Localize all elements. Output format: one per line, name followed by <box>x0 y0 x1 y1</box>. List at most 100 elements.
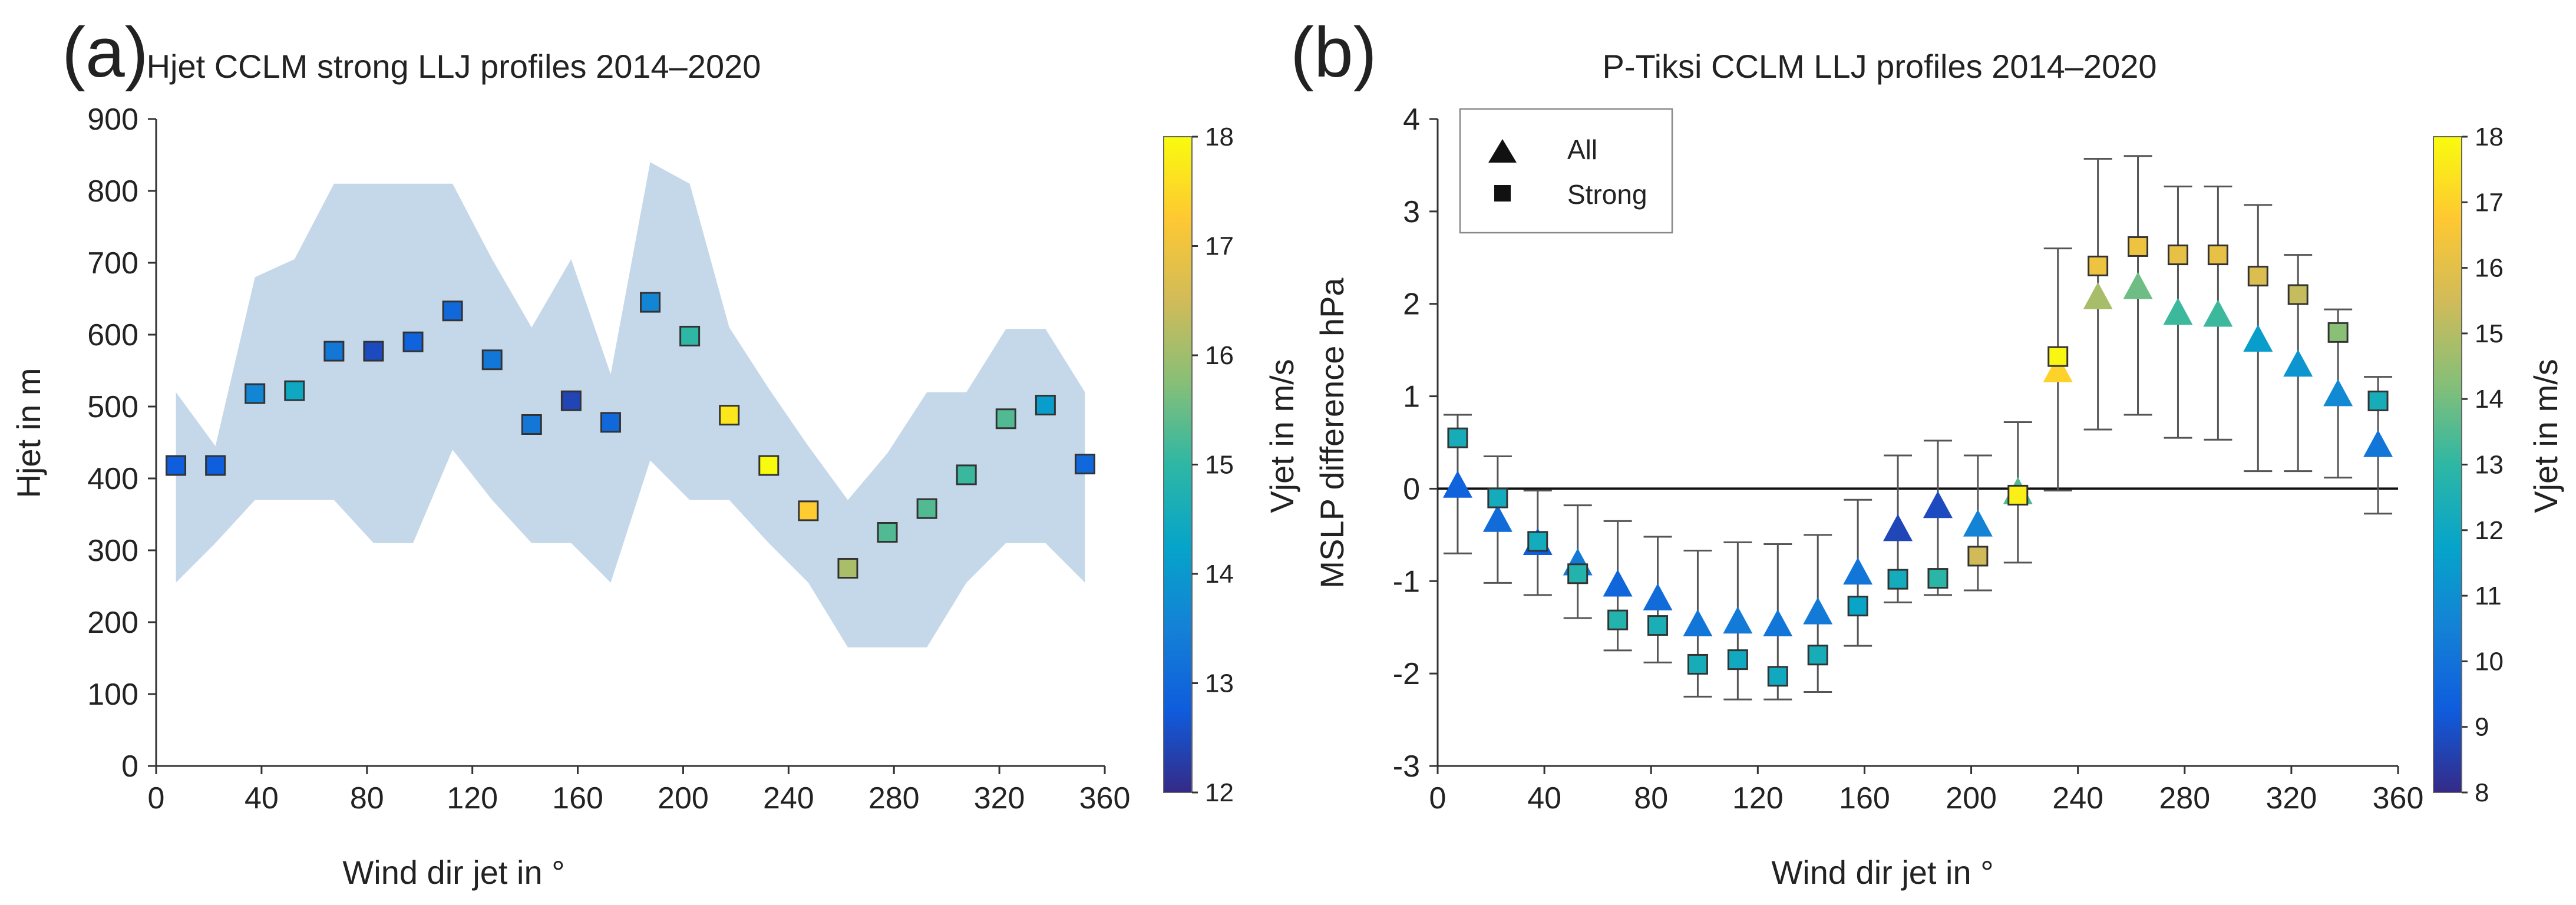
panel-a-strong-point <box>640 292 661 313</box>
panel-a-strong-point <box>323 341 345 362</box>
panel-b-strong-point <box>2007 484 2029 506</box>
panel-a-band-area <box>176 162 1085 648</box>
panel-a-y-tick-label: 200 <box>87 606 138 640</box>
panel-a-y-tick-label: 300 <box>87 534 138 568</box>
panel-b-strong-point <box>1647 615 1669 636</box>
panel-b-all-point <box>1883 514 1913 541</box>
panel-a-x-tick-label: 120 <box>447 781 498 815</box>
panel-b-all-point <box>1442 470 1472 498</box>
panel-a-y-tick-label: 500 <box>87 390 138 424</box>
panel-a-strong-point <box>521 414 542 435</box>
panel-b-strong-point <box>1767 666 1788 687</box>
panel-b-strong-point <box>2047 346 2069 367</box>
panel-b-all-point <box>1482 504 1512 532</box>
panel-a-strong-point <box>798 500 819 521</box>
panel-b: (b) P-Tiksi CCLM LLJ profiles 2014–2020 … <box>1290 13 2564 891</box>
panel-b-strong-point <box>1447 427 1468 448</box>
panel-a-y-tick-label: 400 <box>87 462 138 496</box>
panel-a-x-axis-title: Wind dir jet in ° <box>342 854 564 891</box>
panel-b-all-point <box>1923 491 1953 518</box>
panel-a-markers <box>166 292 1095 579</box>
panel-a-strong-point <box>481 349 503 371</box>
panel-a-colorbar-tick-label: 15 <box>1205 451 1234 480</box>
panel-b-strong-point <box>1687 653 1708 675</box>
panel-b-all-point <box>2083 282 2113 309</box>
panel-a-strong-point <box>916 498 937 519</box>
panel-b-y-tick-label: 2 <box>1403 288 1420 322</box>
panel-b-all-point <box>1723 606 1753 634</box>
panel-b-strong-point <box>1887 569 1908 590</box>
panel-b-strong-point <box>1527 531 1548 552</box>
panel-b-colorbar-gradient <box>2433 136 2462 793</box>
panel-a-strong-point <box>284 380 305 401</box>
panel-b-colorbar-tick-label: 14 <box>2475 385 2504 414</box>
panel-b-strong-point <box>1847 596 1868 617</box>
panel-b-all-point <box>1683 609 1713 636</box>
panel-b-y-axis-title: MSLP difference hPa <box>1313 278 1350 589</box>
panel-a-x-tick-label: 280 <box>868 781 920 815</box>
panel-b-x-tick-label: 280 <box>2159 781 2210 815</box>
panel-a-colorbar-tick-label: 13 <box>1205 669 1234 698</box>
panel-b-colorbar-tick-label: 11 <box>2475 582 2502 610</box>
panel-b-all-point <box>2323 379 2353 407</box>
panel-a-strong-point <box>205 455 226 476</box>
panel-b-colorbar-tick-label: 12 <box>2475 516 2504 545</box>
panel-b-all-point <box>1963 509 1993 537</box>
panel-b-strong-point <box>2327 322 2349 343</box>
panel-b-y-tick-label: -1 <box>1393 564 1420 599</box>
panel-a-strong-point <box>679 325 701 346</box>
panel-a-x-tick-label: 0 <box>148 781 165 815</box>
panel-b-strong-point <box>2367 390 2389 411</box>
panel-a-x-tick-label: 360 <box>1079 781 1131 815</box>
panel-b-colorbar-tick-label: 15 <box>2475 319 2504 348</box>
legend-square-icon <box>1494 185 1511 202</box>
panel-b-strong-point <box>1567 563 1588 584</box>
panel-a-strong-point <box>1074 454 1095 475</box>
panel-a-strong-point <box>1035 395 1056 416</box>
panel-a-y-tick-label: 800 <box>87 174 138 209</box>
panel-a-colorbar-tick-label: 18 <box>1205 123 1234 151</box>
panel-a-strong-point <box>995 408 1016 430</box>
panel-b-x-tick-label: 320 <box>2266 781 2317 815</box>
panel-b-colorbar-tick-label: 8 <box>2475 778 2489 807</box>
panel-b-markers <box>1442 236 2393 687</box>
panel-b-strong-point <box>1967 546 1989 567</box>
panel-a-strong-point <box>560 390 582 411</box>
panel-b-all-point <box>2363 430 2393 457</box>
panel-a-x-tick-label: 80 <box>350 781 384 815</box>
panel-b-title: P-Tiksi CCLM LLJ profiles 2014–2020 <box>1602 48 2156 85</box>
panel-b-strong-point <box>2128 236 2149 257</box>
panel-b-strong-point <box>2247 266 2268 287</box>
panel-a-strong-point <box>442 300 463 322</box>
panel-b-x-tick-label: 240 <box>2052 781 2103 815</box>
panel-a-colorbar-gradient <box>1163 136 1193 793</box>
panel-a-range-band <box>176 162 1085 648</box>
panel-a-colorbar-tick-label: 17 <box>1205 232 1234 261</box>
panel-b-all-point <box>1843 557 1873 585</box>
panel-b-x-tick-label: 120 <box>1732 781 1784 815</box>
panel-b-colorbar-tick-label: 17 <box>2475 188 2504 217</box>
panel-b-legend: All Strong <box>1459 108 1673 234</box>
panel-b-strong-point <box>2287 284 2309 305</box>
panel-a-strong-point <box>877 522 898 543</box>
panel-a-x-tick-label: 160 <box>552 781 603 815</box>
panel-a-y-axis-title: Hjet in m <box>10 368 47 498</box>
panel-b-strong-point <box>2088 255 2109 276</box>
panel-b-all-point <box>1803 597 1833 625</box>
panel-a: (a) Hjet CCLM strong LLJ profiles 2014–2… <box>10 13 1300 891</box>
panel-a-colorbar-tick-label: 14 <box>1205 560 1234 589</box>
panel-b-colorbar-tick-label: 13 <box>2475 451 2504 480</box>
panel-b-y-tick-label: -2 <box>1393 657 1420 691</box>
panel-b-all-point <box>2283 349 2313 377</box>
panel-a-strong-point <box>363 341 384 362</box>
panel-a-strong-point <box>956 464 977 485</box>
panel-a-y-tick-label: 700 <box>87 246 138 280</box>
panel-b-all-point <box>2243 324 2273 352</box>
panel-a-strong-point <box>245 383 266 404</box>
panel-b-x-tick-label: 200 <box>1946 781 1997 815</box>
panel-b-strong-point <box>2207 245 2228 266</box>
panel-b-strong-point <box>1807 645 1828 666</box>
panel-b-x-tick-label: 80 <box>1634 781 1668 815</box>
panel-b-strong-point <box>1487 487 1508 508</box>
